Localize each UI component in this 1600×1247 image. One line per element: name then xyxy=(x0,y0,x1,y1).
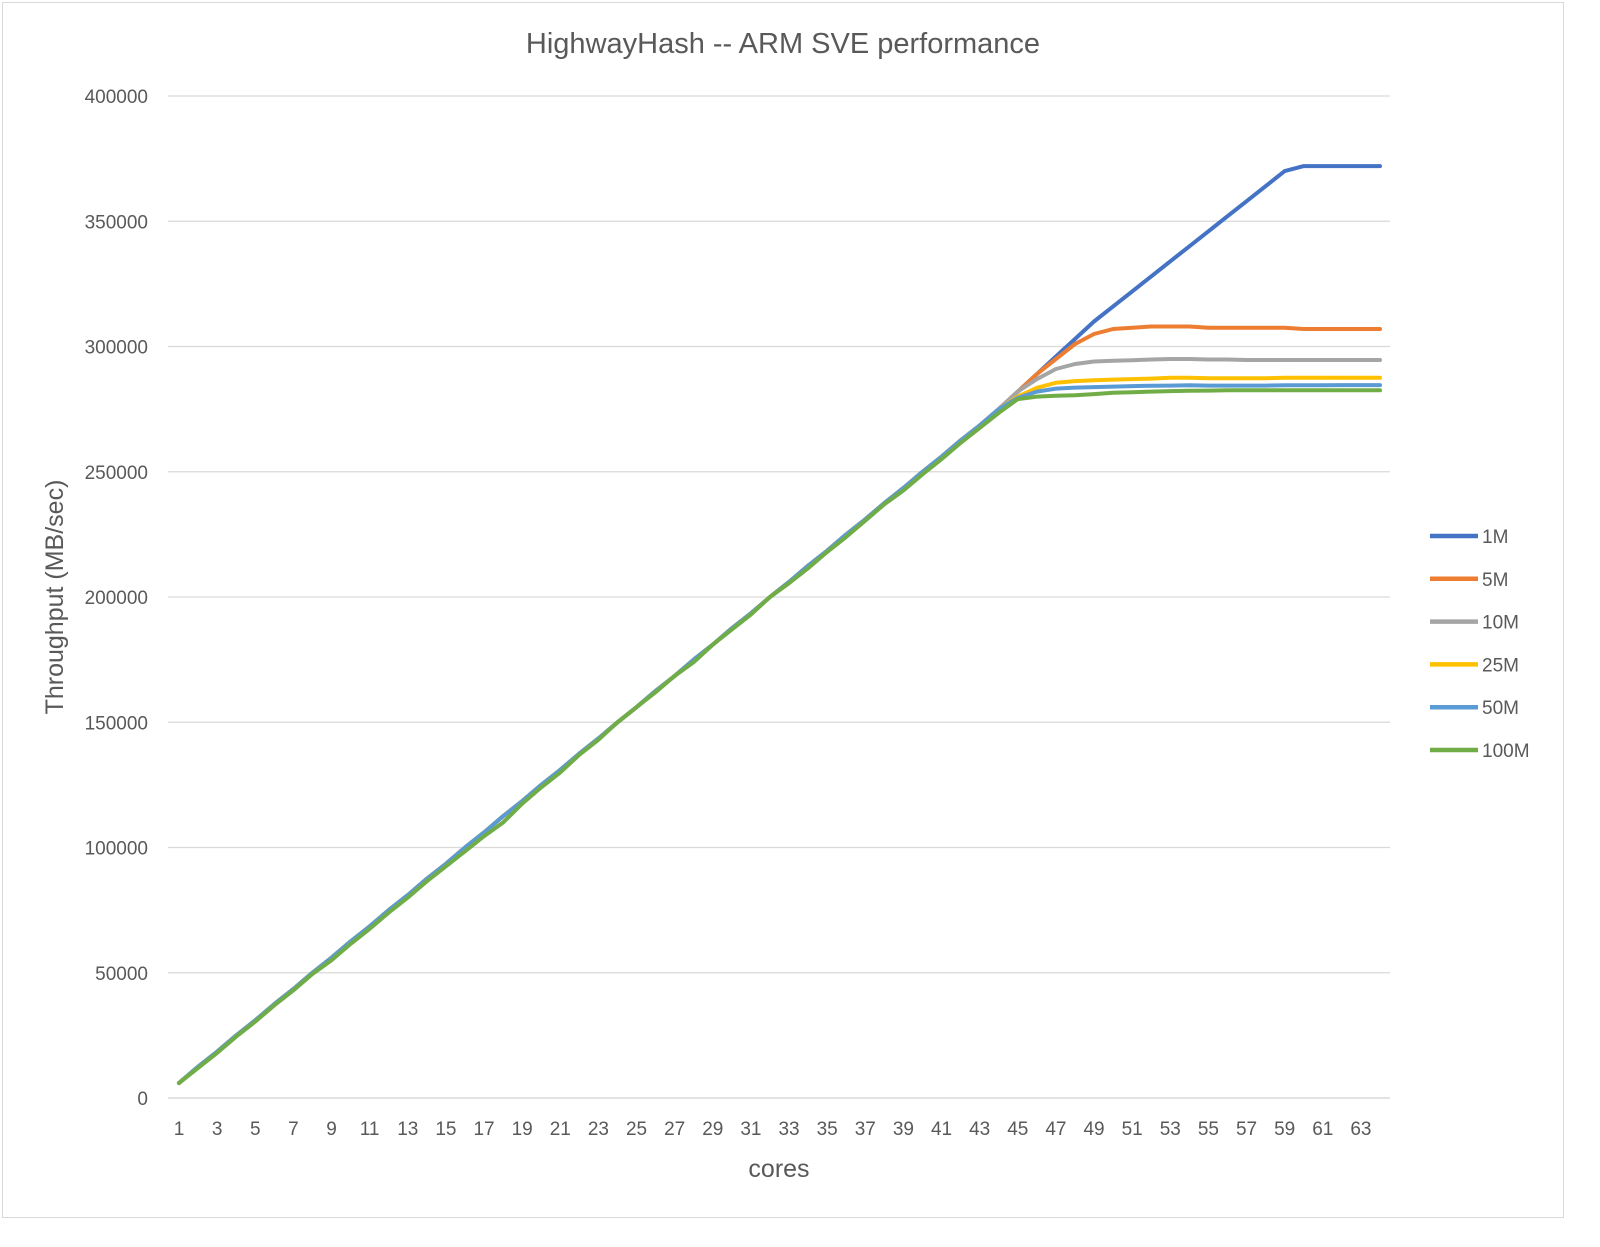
x-tick-label: 63 xyxy=(1350,1119,1371,1140)
legend-label: 50M xyxy=(1482,698,1519,719)
chart-title: HighwayHash -- ARM SVE performance xyxy=(526,28,1040,60)
y-tick-label: 300000 xyxy=(85,338,148,359)
y-tick-label: 200000 xyxy=(85,588,148,609)
series-line-100M xyxy=(177,388,1382,1085)
y-tick-label: 150000 xyxy=(85,713,148,734)
x-tick-label: 49 xyxy=(1083,1119,1104,1140)
x-tick-label: 41 xyxy=(931,1119,952,1140)
x-tick-label: 37 xyxy=(855,1119,876,1140)
x-tick-label: 39 xyxy=(893,1119,914,1140)
x-tick-label: 27 xyxy=(664,1119,685,1140)
legend-label: 10M xyxy=(1482,613,1519,634)
legend-label: 25M xyxy=(1482,655,1519,676)
y-tick-label: 250000 xyxy=(85,463,148,484)
x-axis-tick-labels: 1 3 5 7 9 11 13 15 17 19 21 23 25 27 29 31 33 35 37 39 41 43 4… xyxy=(174,1119,1372,1140)
series-line-1M xyxy=(177,164,1382,1085)
legend-entry-1M: 1M xyxy=(1430,527,1508,548)
x-tick-label: 51 xyxy=(1122,1119,1143,1140)
x-tick-label: 9 xyxy=(326,1119,337,1140)
y-tick-label: 0 xyxy=(137,1089,148,1110)
x-tick-label: 29 xyxy=(702,1119,723,1140)
x-tick-label: 21 xyxy=(550,1119,571,1140)
x-axis-title: cores xyxy=(748,1155,809,1183)
series-line-50M xyxy=(177,383,1382,1085)
x-tick-label: 53 xyxy=(1160,1119,1181,1140)
x-tick-label: 47 xyxy=(1045,1119,1066,1140)
y-tick-label: 50000 xyxy=(95,964,148,985)
legend-label: 1M xyxy=(1482,527,1508,548)
x-tick-label: 19 xyxy=(512,1119,533,1140)
x-tick-label: 5 xyxy=(250,1119,261,1140)
x-tick-label: 57 xyxy=(1236,1119,1257,1140)
x-tick-label: 23 xyxy=(588,1119,609,1140)
series-line-10M xyxy=(177,357,1382,1085)
legend-entry-50M: 50M xyxy=(1430,698,1519,719)
x-tick-label: 45 xyxy=(1007,1119,1028,1140)
legend-entry-10M: 10M xyxy=(1430,613,1519,634)
x-tick-label: 61 xyxy=(1312,1119,1333,1140)
x-tick-label: 33 xyxy=(778,1119,799,1140)
series-lines xyxy=(177,164,1382,1085)
legend-label: 100M xyxy=(1482,741,1530,762)
series-line-5M xyxy=(177,324,1382,1085)
x-tick-label: 31 xyxy=(740,1119,761,1140)
y-axis-title: Throughput (MB/sec) xyxy=(41,480,69,715)
series-line-25M xyxy=(177,375,1382,1085)
y-axis-tick-labels: 0 50000 100000 150000 200000 250000 300000 3500… xyxy=(85,87,148,1110)
legend-entry-5M: 5M xyxy=(1430,570,1508,591)
x-tick-label: 13 xyxy=(397,1119,418,1140)
x-tick-label: 11 xyxy=(360,1119,380,1140)
y-tick-label: 350000 xyxy=(85,212,148,233)
legend-entry-100M: 100M xyxy=(1430,741,1530,762)
x-tick-label: 17 xyxy=(473,1119,494,1140)
x-tick-label: 15 xyxy=(435,1119,456,1140)
x-tick-label: 59 xyxy=(1274,1119,1295,1140)
legend-label: 5M xyxy=(1482,570,1508,591)
y-tick-label: 400000 xyxy=(85,87,148,108)
x-tick-label: 1 xyxy=(174,1119,185,1140)
legend-entry-25M: 25M xyxy=(1430,655,1519,676)
gridlines xyxy=(168,95,1390,974)
x-tick-label: 35 xyxy=(817,1119,838,1140)
x-tick-label: 55 xyxy=(1198,1119,1219,1140)
x-tick-label: 25 xyxy=(626,1119,647,1140)
x-tick-label: 3 xyxy=(212,1119,223,1140)
legend: 1M 5M 10M 25M 50M 100M xyxy=(1430,527,1530,762)
x-tick-label: 43 xyxy=(969,1119,990,1140)
y-tick-label: 100000 xyxy=(85,839,148,860)
x-tick-label: 7 xyxy=(288,1119,299,1140)
